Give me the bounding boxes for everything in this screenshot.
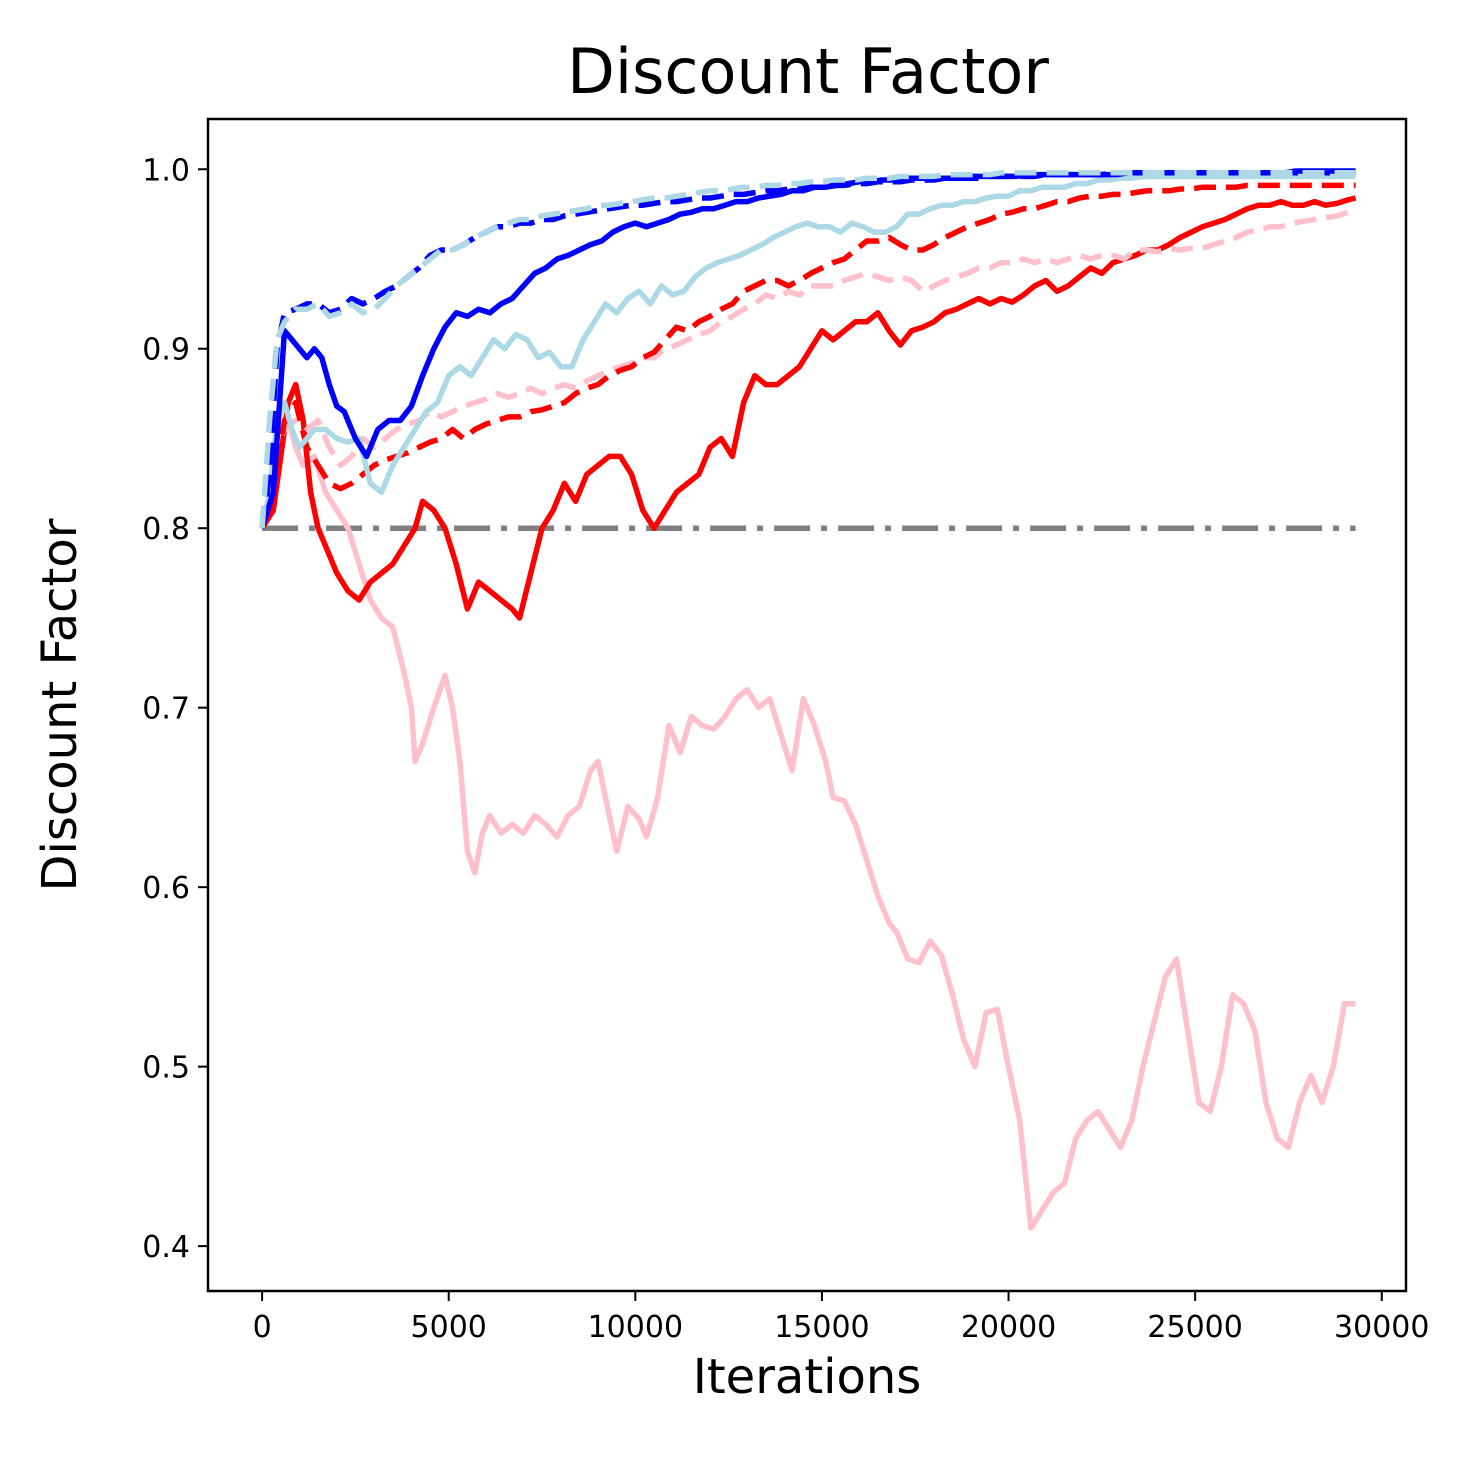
x-tick-label: 30000 bbox=[1334, 1310, 1429, 1345]
plot-frame bbox=[206, 117, 1408, 1293]
x-axis-ticks: 0 5000 10000 15000 20000 25000 30000 bbox=[253, 1291, 1429, 1345]
series-line-3 bbox=[259, 195, 1357, 621]
y-tick-label: 0.7 bbox=[142, 692, 190, 727]
x-tick-label: 15000 bbox=[774, 1310, 869, 1345]
series-line-2 bbox=[259, 417, 1356, 1231]
y-tick-label: 0.8 bbox=[142, 512, 190, 547]
y-tick-label: 0.6 bbox=[142, 871, 190, 906]
x-tick-label: 10000 bbox=[588, 1310, 683, 1345]
x-tick-label: 0 bbox=[253, 1310, 272, 1345]
series-layer bbox=[259, 168, 1357, 1231]
y-tick-label: 0.4 bbox=[142, 1230, 190, 1265]
x-tick-label: 25000 bbox=[1147, 1310, 1242, 1345]
x-tick-label: 20000 bbox=[961, 1310, 1056, 1345]
x-axis-label: Iterations bbox=[693, 1349, 922, 1405]
y-tick-label: 0.5 bbox=[142, 1051, 190, 1086]
y-tick-label: 0.9 bbox=[142, 333, 190, 368]
y-axis-ticks: 0.4 0.5 0.6 0.7 0.8 0.9 1.0 bbox=[142, 153, 208, 1265]
series-line-9 bbox=[259, 170, 1356, 529]
x-tick-label: 5000 bbox=[411, 1310, 487, 1345]
series-line-6 bbox=[259, 173, 1356, 529]
y-tick-label: 1.0 bbox=[142, 153, 190, 188]
y-axis-label: Discount Factor bbox=[32, 518, 88, 891]
series-line-4 bbox=[259, 206, 1357, 529]
series-line-5 bbox=[259, 182, 1356, 530]
chart-title: Discount Factor bbox=[567, 35, 1049, 108]
